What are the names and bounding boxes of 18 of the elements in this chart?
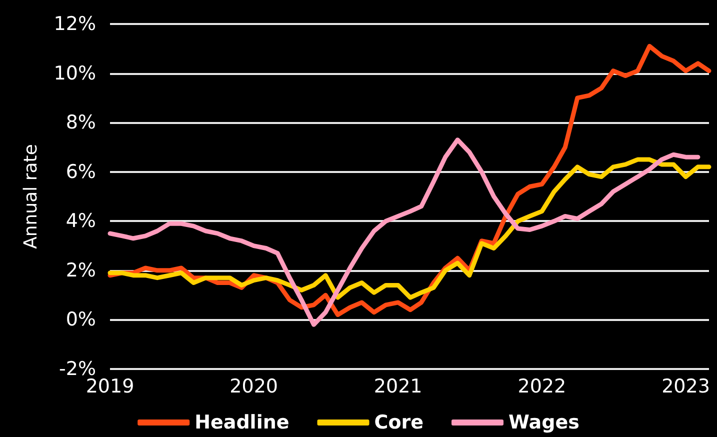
y-tick-label: 2% (66, 259, 96, 282)
x-tick-label: 2020 (230, 376, 278, 398)
y-tick-label: 12% (54, 13, 96, 35)
legend-label: Wages (508, 412, 580, 434)
y-axis-title: Annual rate (20, 144, 42, 249)
line-series (108, 138, 700, 327)
y-tick-label: 8% (66, 112, 96, 134)
x-tick-label: 2022 (518, 376, 566, 398)
x-tick-label: 2021 (374, 376, 422, 398)
legend-label: Core (374, 412, 424, 434)
line-series (108, 157, 712, 300)
x-tick-label: 2023 (662, 376, 710, 398)
y-tick-label: 10% (54, 62, 96, 84)
y-tick-label: 4% (66, 210, 96, 232)
y-tick-label: 6% (66, 160, 96, 183)
y-tick-label: 0% (66, 308, 96, 331)
legend-label: Headline (194, 412, 290, 434)
x-tick-label: 2019 (86, 376, 134, 398)
